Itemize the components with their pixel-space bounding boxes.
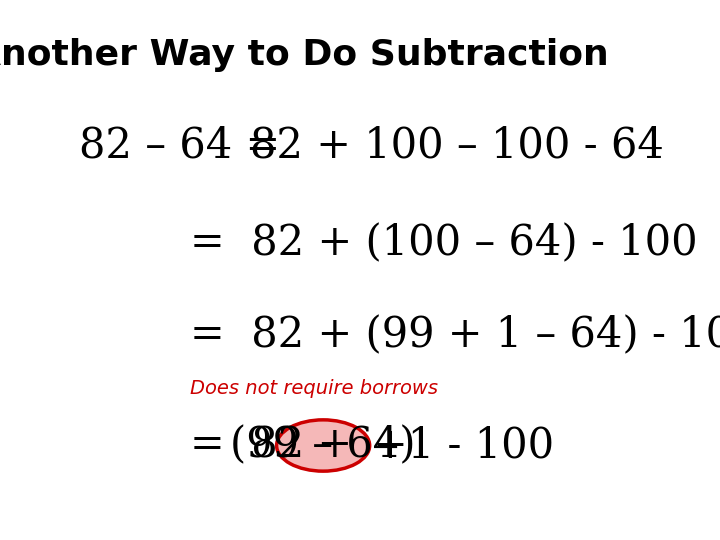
Text: +1 - 100: +1 - 100	[374, 424, 554, 467]
Text: Does not require borrows: Does not require borrows	[190, 379, 438, 399]
Text: 82 + 100 – 100 - 64: 82 + 100 – 100 - 64	[250, 125, 664, 167]
Text: =  82 +: = 82 +	[190, 424, 365, 467]
Text: =  82 + (100 – 64) - 100: = 82 + (100 – 64) - 100	[190, 222, 698, 264]
Text: 82 – 64 =: 82 – 64 =	[79, 125, 280, 167]
Ellipse shape	[276, 420, 369, 471]
Text: (99 – 64): (99 – 64)	[230, 424, 416, 467]
Text: Another Way to Do Subtraction: Another Way to Do Subtraction	[0, 38, 608, 72]
Text: =  82 + (99 + 1 – 64) - 100: = 82 + (99 + 1 – 64) - 100	[190, 314, 720, 356]
